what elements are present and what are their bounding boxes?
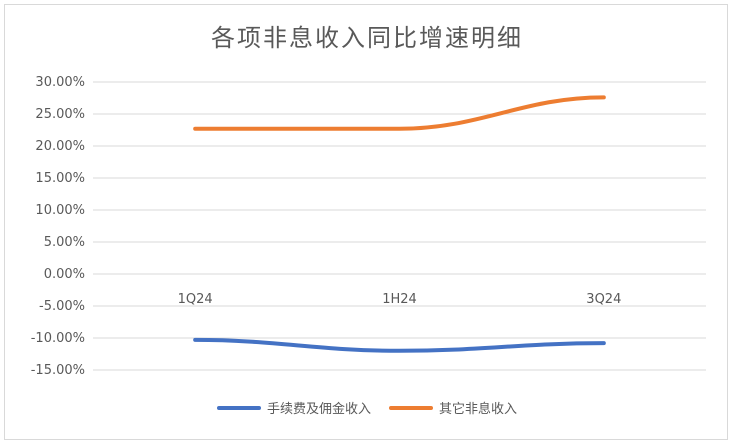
- y-tick-label: 10.00%: [35, 203, 85, 218]
- x-tick-label: 1Q24: [178, 292, 213, 307]
- legend-item-series-2: 其它非息收入: [389, 398, 517, 417]
- legend-swatch-series-1: [216, 405, 261, 410]
- x-tick-label: 1H24: [382, 292, 417, 307]
- series-line-1: [193, 337, 606, 353]
- y-tick-label: 30.00%: [35, 75, 85, 90]
- chart-frame: [4, 4, 728, 440]
- legend-label-series-2: 其它非息收入: [439, 402, 518, 417]
- legend-item-series-1: 手续费及佣金收入: [216, 398, 371, 417]
- chart-legend: 手续费及佣金收入 其它非息收入: [0, 398, 734, 417]
- y-tick-label: 0.00%: [44, 267, 85, 282]
- y-tick-label: -5.00%: [39, 299, 85, 314]
- series-line-2: [193, 95, 606, 131]
- y-tick-label: 15.00%: [35, 171, 85, 186]
- y-tick-label: 25.00%: [35, 107, 85, 122]
- legend-label-series-1: 手续费及佣金收入: [266, 402, 371, 417]
- chart-title: 各项非息收入同比增速明细: [211, 24, 523, 52]
- y-tick-label: -15.00%: [31, 363, 85, 378]
- y-tick-label: 20.00%: [35, 139, 85, 154]
- y-tick-label: 5.00%: [44, 235, 85, 250]
- legend-swatch-series-2: [389, 405, 433, 410]
- x-tick-label: 3Q24: [586, 292, 621, 307]
- y-tick-label: -10.00%: [31, 331, 85, 346]
